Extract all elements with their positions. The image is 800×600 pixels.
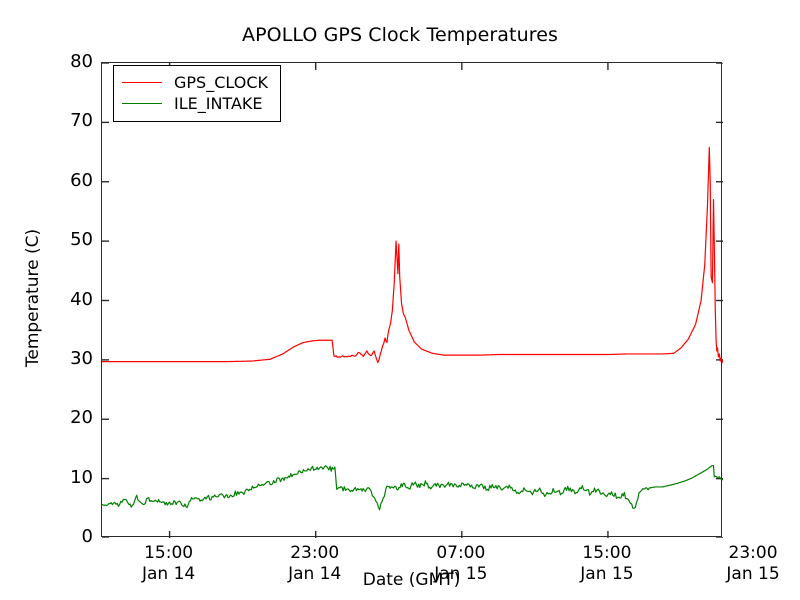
y-tick-label: 80 bbox=[70, 51, 93, 72]
legend-item: ILE_INTAKE bbox=[122, 93, 268, 114]
legend-item: GPS_CLOCK bbox=[122, 72, 268, 93]
legend-color-swatch bbox=[122, 103, 162, 104]
x-axis-tick-labels: 15:00 Jan 14 23:00 Jan 14 07:00 Jan 15 15:00 Ja… bbox=[101, 537, 780, 597]
y-tick-label: 40 bbox=[70, 288, 93, 310]
series-line-ile-intake bbox=[102, 464, 723, 511]
y-tick-label: 60 bbox=[70, 169, 93, 191]
legend-label: ILE_INTAKE bbox=[174, 94, 263, 113]
y-tick-label: 30 bbox=[70, 347, 93, 369]
x-tick-label: 15:00 Jan 15 bbox=[580, 543, 634, 584]
x-tick-label: 23:00 Jan 15 bbox=[726, 543, 780, 584]
plot-lines bbox=[102, 63, 723, 538]
y-tick-label: 20 bbox=[70, 407, 93, 429]
y-tick-label: 70 bbox=[70, 110, 93, 132]
x-axis-label: Date (GMT) bbox=[362, 570, 461, 590]
series-line-gps-clock bbox=[102, 146, 723, 364]
legend-color-swatch bbox=[122, 82, 162, 83]
y-tick-label: 50 bbox=[70, 229, 93, 251]
legend-label: GPS_CLOCK bbox=[174, 73, 268, 92]
x-tick-label: 23:00 Jan 14 bbox=[288, 543, 342, 584]
chart-legend: GPS_CLOCK ILE_INTAKE bbox=[113, 65, 281, 122]
x-tick-label: 07:00 Jan 15 bbox=[434, 543, 488, 584]
x-tick-label: 15:00 Jan 14 bbox=[141, 543, 196, 584]
plot-area bbox=[101, 62, 723, 538]
y-tick-label: 0 bbox=[81, 526, 93, 547]
y-axis-label: Temperature (C) bbox=[23, 228, 43, 368]
chart-title: APOLLO GPS Clock Temperatures bbox=[242, 24, 558, 46]
y-tick-label: 10 bbox=[70, 466, 93, 488]
y-axis-tick-labels: 0 10 20 30 40 50 60 70 80 bbox=[45, 51, 93, 547]
